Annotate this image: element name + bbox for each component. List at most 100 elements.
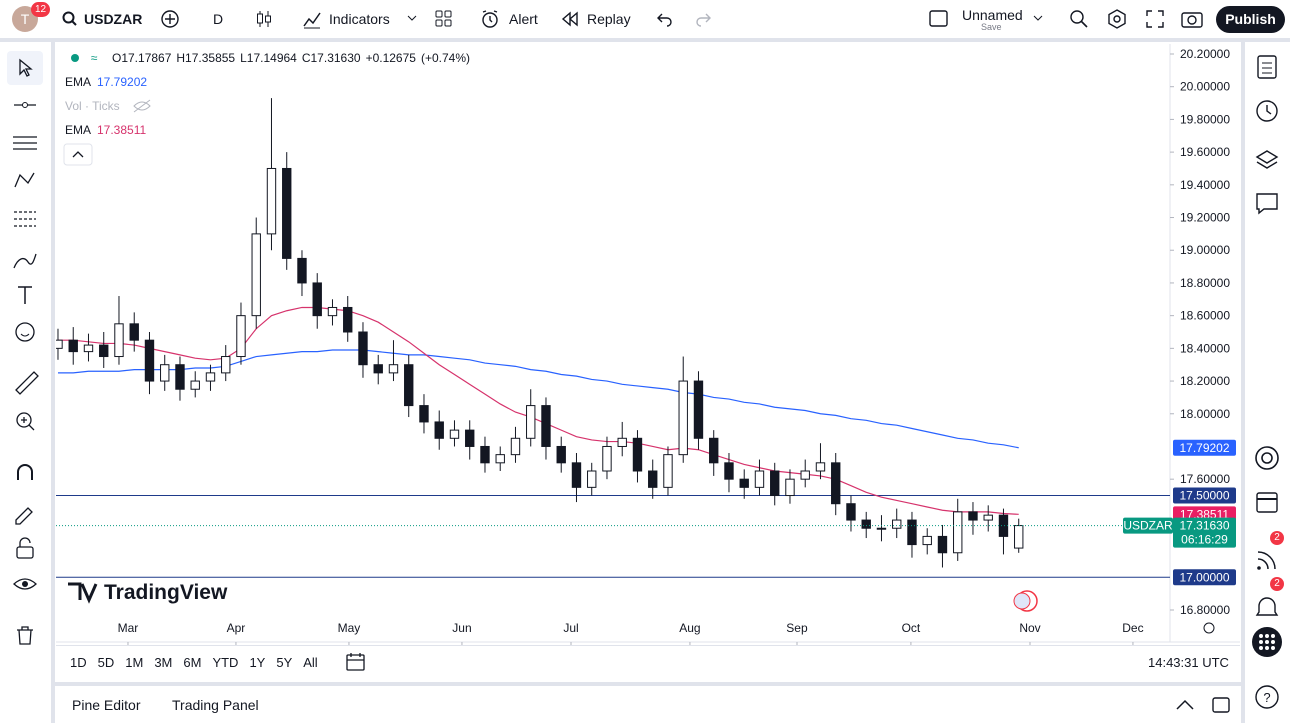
- indicators-button[interactable]: Indicators: [329, 11, 390, 27]
- candle-body: [404, 364, 414, 407]
- notifications-icon[interactable]: [1255, 597, 1279, 616]
- search-icon[interactable]: [62, 11, 78, 27]
- timeframe-button[interactable]: 3M: [154, 655, 173, 670]
- draw-mode-tool[interactable]: [15, 507, 33, 525]
- y-tick-label: 18.20000: [1180, 374, 1230, 388]
- timeframe-button[interactable]: 1D: [70, 655, 87, 670]
- candle-body: [160, 364, 170, 382]
- zoom-tool[interactable]: [16, 412, 32, 428]
- pattern-tool[interactable]: [14, 172, 35, 188]
- timeframe-button[interactable]: YTD: [212, 655, 239, 670]
- snapshot-icon[interactable]: [1181, 9, 1203, 29]
- data-status: ≈: [91, 51, 98, 65]
- timeframe-button[interactable]: All: [303, 655, 318, 670]
- ruler-tool[interactable]: [15, 371, 39, 395]
- clock[interactable]: 14:43:31 UTC: [1148, 655, 1229, 670]
- alerts-icon[interactable]: [1256, 100, 1278, 122]
- candle-body: [968, 511, 978, 521]
- candle-body: [571, 462, 582, 488]
- quick-search-icon[interactable]: [1068, 8, 1090, 30]
- price-badge-label: 17.79202: [1179, 441, 1229, 455]
- lock-tool[interactable]: [16, 546, 34, 559]
- price-badge-label: 17.00000: [1179, 570, 1229, 584]
- y-tick-label: 19.20000: [1180, 211, 1230, 225]
- candle-body: [358, 331, 368, 366]
- candle-body: [541, 405, 551, 447]
- timeframe-button[interactable]: 1M: [125, 655, 144, 670]
- candle-body: [876, 527, 887, 530]
- ohlc-legend: O17.17867: [112, 51, 172, 65]
- candle-body: [282, 167, 292, 259]
- x-tick-label: Mar: [118, 621, 139, 635]
- chat-icon[interactable]: [1256, 193, 1278, 215]
- magnet-tool[interactable]: [17, 464, 33, 480]
- publish-button[interactable]: Publish: [1216, 6, 1285, 33]
- replay-button[interactable]: Replay: [587, 11, 631, 27]
- x-tick-label: Apr: [227, 621, 246, 635]
- price-badge: [1173, 487, 1236, 504]
- watchlist-icon[interactable]: [1257, 55, 1277, 79]
- fullscreen-icon[interactable]: [1145, 9, 1165, 29]
- indicators-icon[interactable]: [302, 9, 322, 29]
- layouts-icon[interactable]: [434, 9, 454, 29]
- svg-text:?: ?: [1263, 690, 1270, 705]
- hotlist-icon[interactable]: [1255, 446, 1279, 470]
- panel-controls[interactable]: [1175, 695, 1235, 715]
- help-icon[interactable]: [1255, 685, 1279, 709]
- y-tick-label: 18.60000: [1180, 309, 1230, 323]
- layout-name[interactable]: Unnamed: [962, 7, 1023, 23]
- event-icon-flag[interactable]: [1013, 592, 1031, 610]
- volume-legend: Vol · Ticks: [65, 99, 120, 113]
- visibility-tool[interactable]: [13, 578, 37, 590]
- dropdown-icon[interactable]: [407, 14, 417, 22]
- layout-icon[interactable]: [929, 10, 949, 28]
- candle-body: [663, 454, 673, 488]
- pine-editor-tab[interactable]: Pine Editor: [72, 697, 141, 713]
- alert-icon[interactable]: [480, 9, 500, 29]
- branding: TradingView: [104, 581, 228, 604]
- timeframe-button[interactable]: 1Y: [249, 655, 266, 670]
- hidden-icon[interactable]: [133, 99, 151, 113]
- settings-icon[interactable]: [1106, 8, 1128, 30]
- ohlc-legend: H17.35855: [176, 51, 235, 65]
- timeframe-button[interactable]: 5Y: [276, 655, 293, 670]
- forecast-tool[interactable]: [14, 211, 36, 227]
- drawing-tools: [7, 51, 43, 645]
- calendar-icon[interactable]: [1256, 492, 1278, 513]
- symbol[interactable]: USDZAR: [84, 11, 143, 27]
- candle-body: [892, 519, 902, 529]
- candle-body: [693, 380, 704, 439]
- x-tick-label: Aug: [679, 621, 700, 635]
- notification-badge: 12: [31, 2, 51, 17]
- text-tool[interactable]: [18, 286, 32, 304]
- candle-body: [480, 445, 490, 464]
- undo-icon[interactable]: [656, 11, 674, 27]
- replay-icon[interactable]: [561, 11, 579, 27]
- redo-icon[interactable]: [694, 11, 712, 27]
- trading-panel-tab[interactable]: Trading Panel: [172, 697, 259, 713]
- fib-tool[interactable]: [13, 136, 37, 150]
- candle-body: [343, 306, 353, 333]
- candle-body: [937, 535, 948, 554]
- collapse-legend[interactable]: [63, 143, 93, 166]
- interval[interactable]: D: [213, 11, 224, 27]
- candle-type-icon[interactable]: [255, 9, 273, 29]
- timeframe-button[interactable]: 6M: [183, 655, 202, 670]
- delete-tool[interactable]: [17, 626, 33, 645]
- timeframe-button[interactable]: 5D: [97, 655, 115, 670]
- cursor-tool[interactable]: [19, 58, 33, 77]
- ohlc-legend: +0.12675: [366, 51, 417, 65]
- layout-dropdown[interactable]: [1033, 14, 1043, 22]
- ema-line: [57, 306, 1019, 515]
- compare-icon[interactable]: [160, 9, 180, 29]
- emoji-tool[interactable]: [15, 322, 35, 342]
- candle-body: [770, 470, 780, 497]
- layers-icon[interactable]: [1255, 150, 1279, 169]
- candle-body: [56, 339, 63, 349]
- brush-tool[interactable]: [13, 253, 37, 269]
- ohlc-legend: L17.14964: [240, 51, 297, 65]
- date-range-icon[interactable]: [345, 652, 367, 672]
- ideas-icon[interactable]: [1257, 551, 1276, 570]
- alert-button[interactable]: Alert: [509, 11, 538, 27]
- axis-settings[interactable]: [1203, 622, 1215, 634]
